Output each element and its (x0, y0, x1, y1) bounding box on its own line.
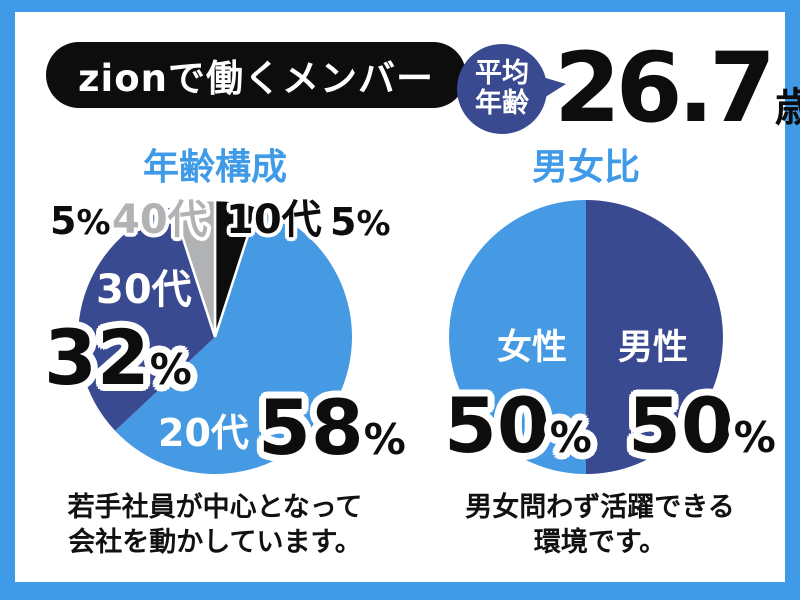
average-age-number: 26.7 (554, 32, 776, 144)
page-title-text: zionで働くメンバー (78, 57, 434, 100)
gender-section-caption: 男女問わず活躍できる 環境です。 (465, 492, 735, 559)
age-label-teens-value: 5% (330, 200, 391, 244)
age-pie-svg (78, 199, 353, 475)
pie-slice-20代 (115, 206, 353, 475)
age-label-thirties-value: 32% (44, 313, 192, 402)
average-age-value: 26.7 歳 (554, 40, 800, 136)
average-age-bubble: 平均 年齢 (457, 44, 547, 134)
pie-slice-30代 (78, 206, 215, 431)
gender-label-female-name: 女性 (497, 328, 568, 368)
age-label-forties-name: 40代 (112, 197, 208, 243)
age-label-teens-name: 10代 (226, 197, 322, 243)
speech-bubble-pointer-icon (539, 76, 566, 101)
age-label-twenties-value: 58% (258, 383, 406, 472)
age-label-forties-value: 5% (50, 199, 111, 243)
gender-label-female-value: 50% (444, 381, 592, 470)
age-section-caption: 若手社員が中心となって 会社を動かしています。 (67, 492, 363, 559)
pie-slice-男性 (586, 200, 723, 474)
age-label-twenties-name: 20代 (158, 411, 249, 455)
pie-slice-女性 (449, 200, 586, 474)
age-pie-chart (77, 199, 353, 475)
pie-slice-40代 (171, 199, 217, 338)
gender-label-male-value: 50% (628, 381, 776, 470)
age-section-heading: 年齢構成 (142, 147, 287, 188)
gender-pie-chart (448, 199, 724, 475)
page-title: zionで働くメンバー (46, 42, 466, 108)
gender-pie-svg (449, 200, 723, 474)
gender-section-heading: 男女比 (531, 147, 640, 188)
gender-label-male-name: 男性 (618, 328, 689, 368)
average-age-bubble-text: 平均 年齢 (475, 57, 529, 119)
average-age-unit: 歳 (774, 85, 800, 131)
age-label-thirties-name: 30代 (96, 267, 192, 313)
